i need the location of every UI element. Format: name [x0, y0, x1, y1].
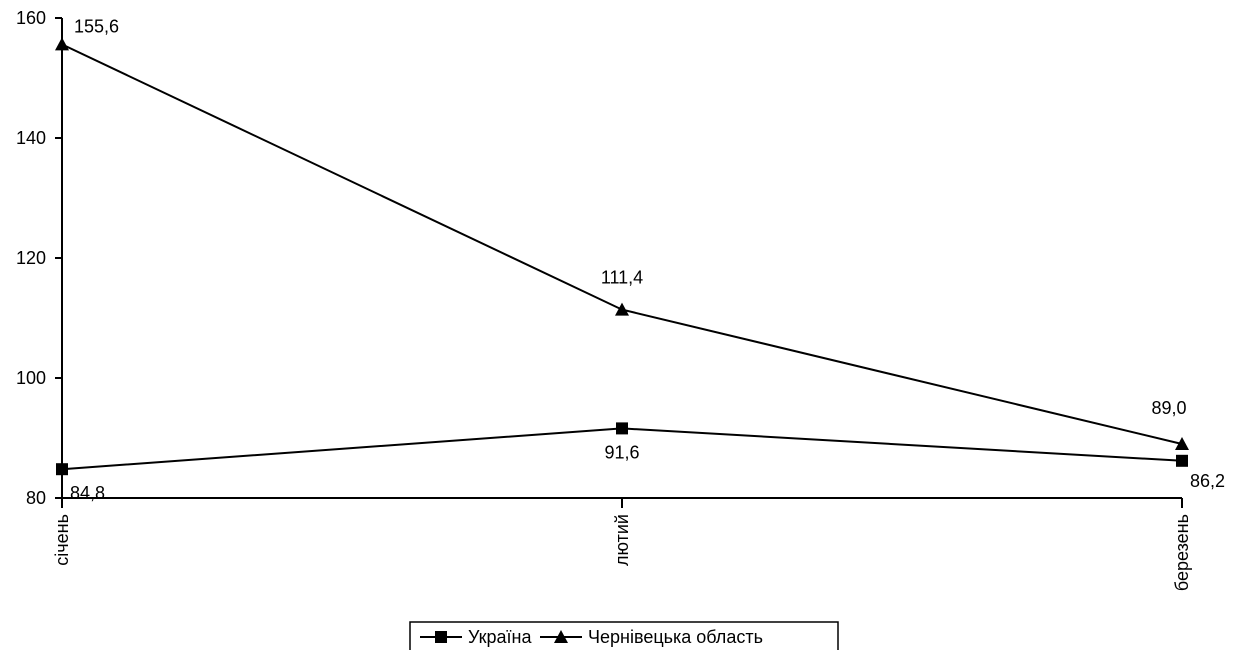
x-tick-label: березень	[1172, 514, 1192, 591]
y-tick-label: 100	[16, 368, 46, 388]
x-tick-label: січень	[52, 514, 72, 566]
data-label: 89,0	[1151, 398, 1186, 418]
data-label: 111,4	[601, 268, 643, 288]
data-point	[615, 302, 629, 316]
y-tick-label: 120	[16, 248, 46, 268]
data-point	[1176, 454, 1188, 467]
legend-square-icon	[435, 631, 447, 643]
y-tick-label: 140	[16, 128, 46, 148]
data-label: 86,2	[1190, 471, 1225, 491]
x-tick-label: лютий	[612, 514, 632, 566]
y-tick-label: 80	[26, 488, 46, 508]
legend-label: Україна	[468, 627, 532, 647]
legend-label: Чернівецька область	[588, 627, 763, 647]
data-label: 91,6	[604, 442, 639, 462]
data-labels: 84,8 91,6 86,2 155,6 111,4 89,0	[70, 16, 1225, 503]
legend: Україна Чернівецька область	[409, 621, 839, 650]
y-tick-label: 160	[16, 8, 46, 28]
legend-box	[409, 621, 839, 650]
data-label: 84,8	[70, 483, 105, 503]
data-point	[1175, 437, 1189, 450]
data-point	[616, 422, 628, 435]
axes: 80 100 120 140 160 січень лютий березень	[16, 8, 1192, 591]
series-layer	[55, 37, 1189, 476]
data-point	[55, 37, 69, 51]
series-line-1	[61, 43, 1183, 445]
data-label: 155,6	[74, 16, 119, 36]
data-point	[56, 463, 68, 476]
legend-triangle-icon	[554, 630, 568, 643]
